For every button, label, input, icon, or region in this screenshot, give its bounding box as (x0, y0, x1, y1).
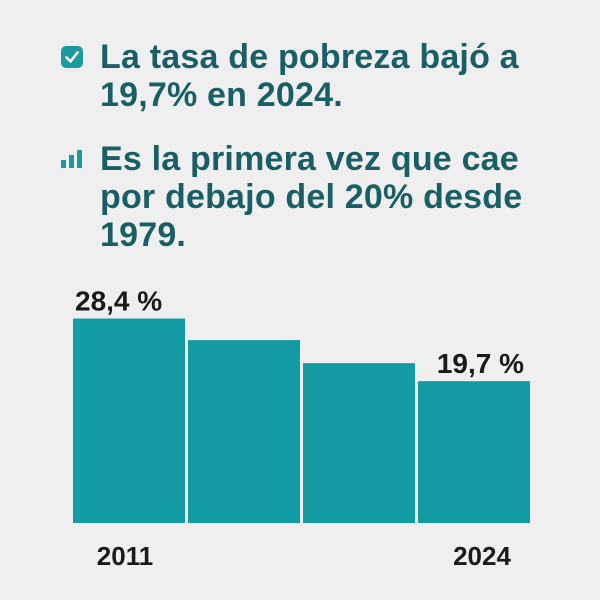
chart-svg: 28,4 % 2011 19,7 % 2024 (73, 286, 530, 571)
poverty-bar-chart: 28,4 % 2011 19,7 % 2024 (0, 270, 600, 580)
bar-chart-icon (60, 140, 84, 178)
x-tick-label-2011: 2011 (97, 541, 153, 571)
data-label-4: 19,7 % (437, 348, 524, 379)
headline-text: Es la primera vez que cae por debajo del… (100, 140, 523, 254)
headline-first-time-since: Es la primera vez que cae por debajo del… (60, 140, 580, 254)
headline-text: La tasa de pobreza bajó a 19,7% en 2024. (100, 38, 519, 114)
bar-4 (418, 381, 530, 523)
data-label-1: 28,4 % (75, 286, 162, 317)
bar-1 (73, 318, 185, 523)
x-tick-label-2024: 2024 (453, 541, 511, 571)
headline-poverty-rate: La tasa de pobreza bajó a 19,7% en 2024. (60, 38, 580, 114)
bar-3 (303, 363, 415, 523)
bar-2 (188, 340, 300, 523)
checkbox-checked-icon (60, 38, 84, 76)
